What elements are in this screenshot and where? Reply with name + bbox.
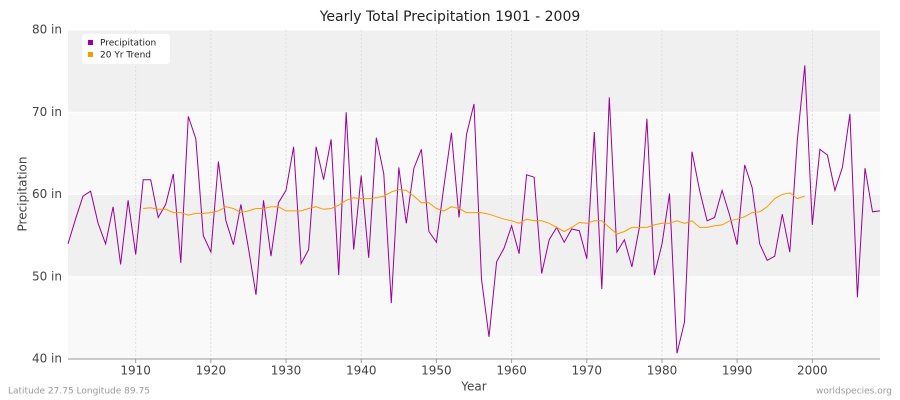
data-line [67,65,881,354]
y-tick-label: 40 in [32,352,62,366]
y-tick-label: 70 in [32,105,62,119]
x-tick-label: 1990 [722,364,753,378]
legend: Precipitation 20 Yr Trend [82,34,170,64]
x-tick-label: 1920 [196,364,227,378]
legend-label: Precipitation [100,39,156,49]
footer-source: worldspecies.org [816,387,892,397]
x-tick-label: 1940 [346,364,377,378]
legend-label: 20 Yr Trend [100,51,151,61]
legend-swatch [88,52,93,57]
footer-note: Latitude 27.75 Longitude 89.75 [8,387,150,397]
x-tick-label: 1970 [572,364,603,378]
plot-area: 40 in 50 in 60 in 70 in 80 in 1910 1920 1930 194… [32,23,881,378]
chart-title: Yearly Total Precipitation 1901 - 2009 [319,9,581,25]
x-axis-label: Year [460,380,486,394]
data-line [143,189,805,235]
x-tick-label: 2000 [797,364,828,378]
legend-swatch [88,40,93,45]
y-tick-label: 50 in [32,269,62,283]
grid-band [68,30,880,113]
x-tick-label: 1950 [421,364,452,378]
x-tick-label: 1930 [271,364,302,378]
x-tick-label: 1980 [647,364,678,378]
x-tick-label: 1910 [120,364,151,378]
x-tick-label: 1960 [496,364,527,378]
y-tick-label: 80 in [32,23,62,37]
y-tick-label: 60 in [32,187,62,201]
legend-box [82,34,170,64]
y-axis-label: Precipitation [16,156,30,231]
